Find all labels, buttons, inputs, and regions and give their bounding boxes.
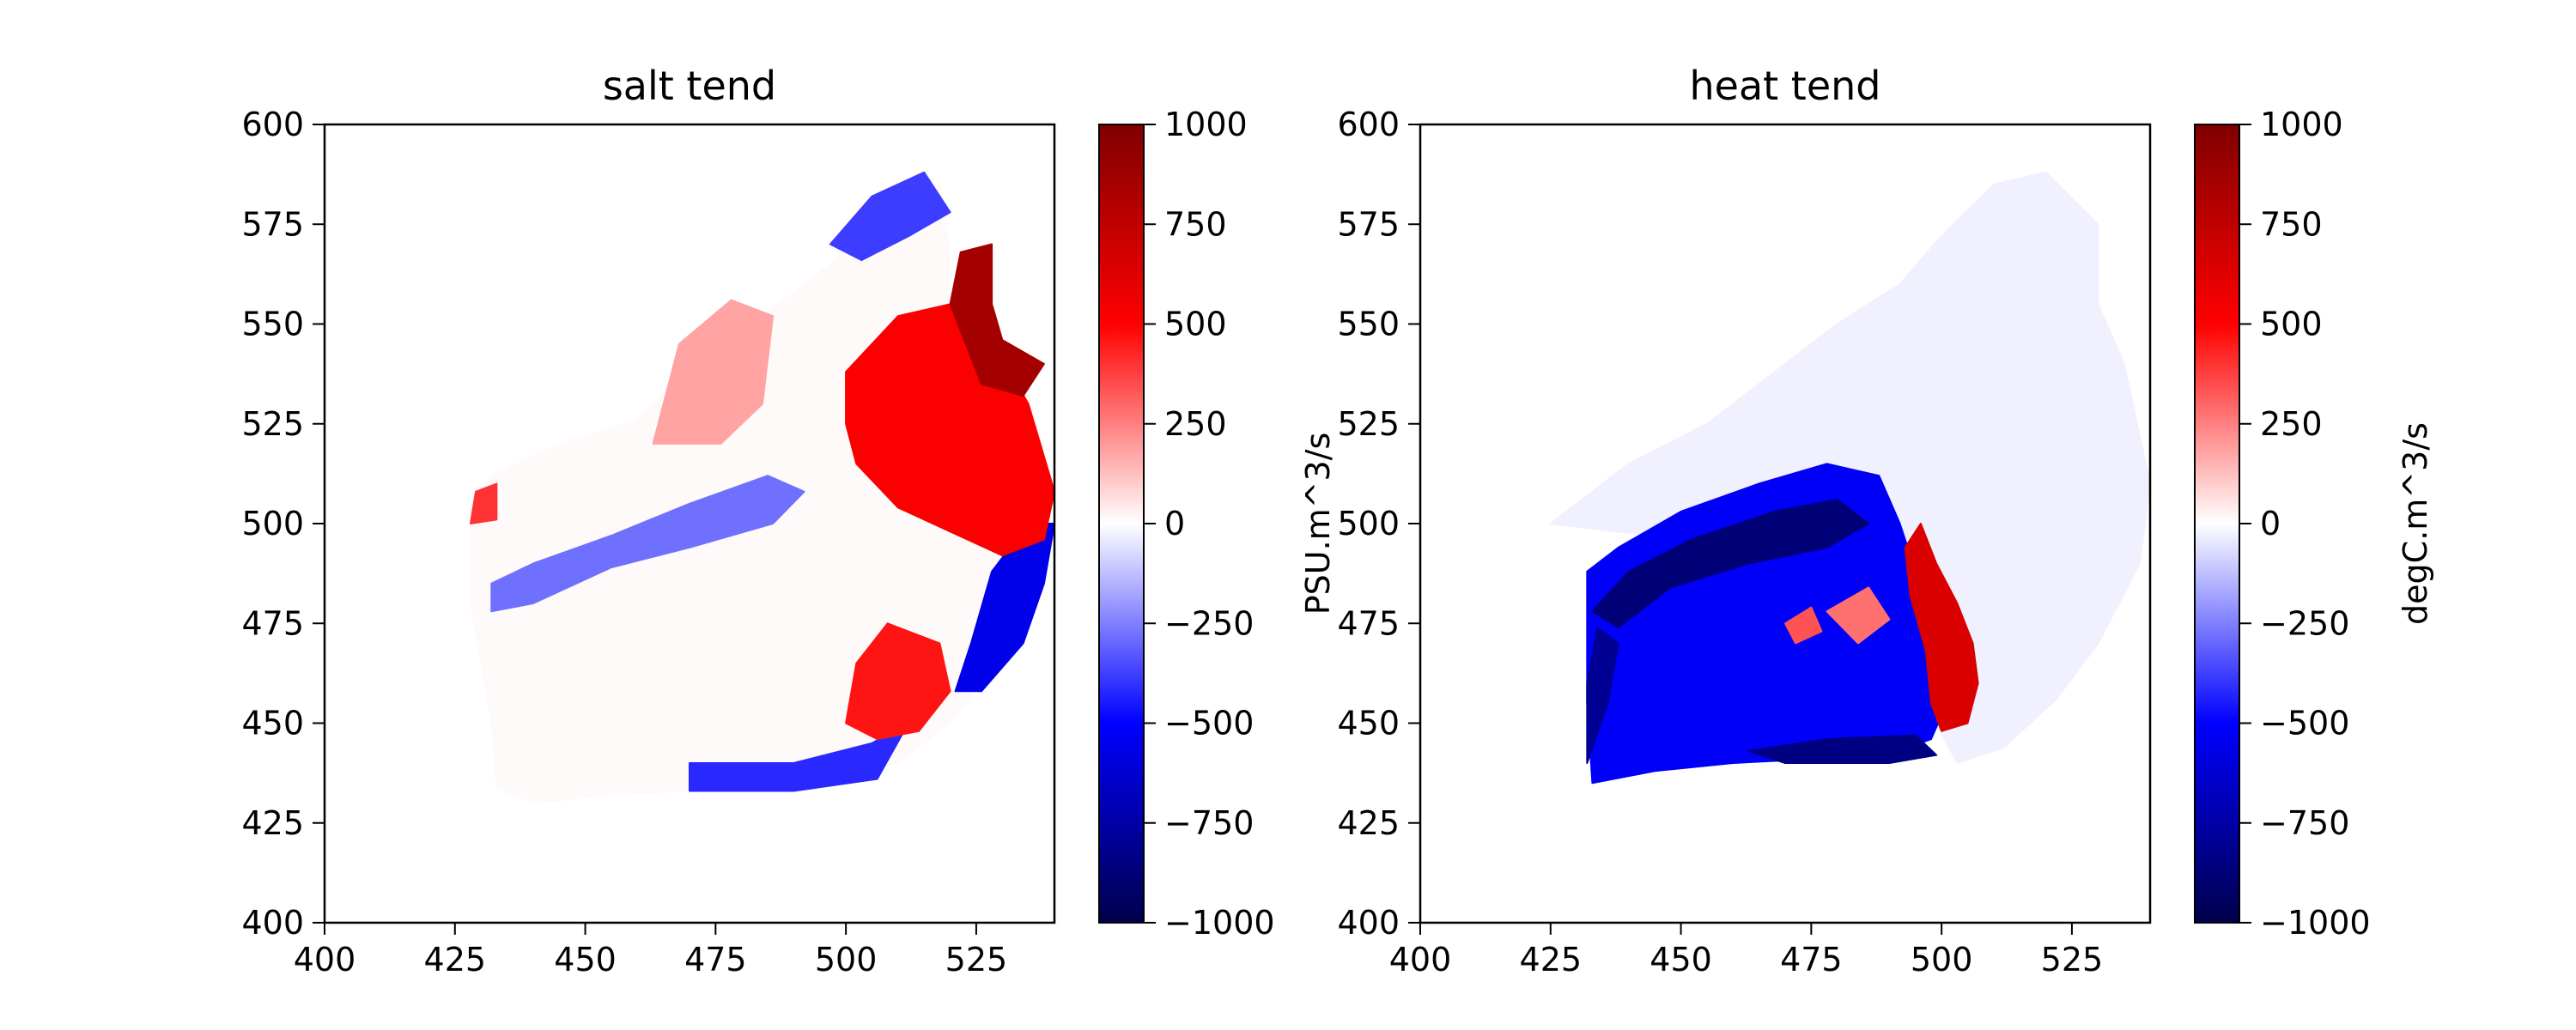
colorbar-ticks: 1000 750 500 250 0 −250 −500 −750 −1000 xyxy=(2239,106,2371,942)
x-tick-label: 450 xyxy=(554,941,617,978)
colorbar-label: PSU.m^3/s xyxy=(1299,433,1337,615)
colorbar-tick-label: 0 xyxy=(1164,505,1185,542)
y-tick-label: 475 xyxy=(241,604,304,642)
colorbar: 1000 750 500 250 0 −250 −500 −750 −1000 PSU.m^3/… xyxy=(1098,106,1337,942)
heatmap-area xyxy=(1549,171,2150,785)
panel-title: salt tend xyxy=(603,63,776,109)
colorbar-tick-label: 250 xyxy=(1164,405,1227,443)
y-tick-label: 575 xyxy=(241,205,304,243)
colorbar-tick-label: −1000 xyxy=(1164,904,1275,942)
y-tick-label: 600 xyxy=(241,106,304,143)
colorbar-tick-label: −250 xyxy=(2260,604,2349,642)
region-pos-inner-2 xyxy=(1784,606,1823,645)
colorbar-tick-label: 500 xyxy=(1164,306,1227,343)
x-axis: 400 425 450 475 500 525 xyxy=(1389,923,2103,978)
y-tick-label: 450 xyxy=(241,705,304,742)
region-neg-band-west xyxy=(490,475,805,613)
x-tick-label: 475 xyxy=(684,941,747,978)
y-axis: 400 425 450 475 500 525 550 575 600 xyxy=(1337,106,1420,942)
colorbar-tick-label: −500 xyxy=(2260,705,2349,742)
x-tick-label: 400 xyxy=(294,941,356,978)
panel-salt: salt tend 400 425 450 475 500 525 400 425 450 47… xyxy=(241,63,1337,978)
y-tick-label: 400 xyxy=(241,904,304,942)
y-tick-label: 450 xyxy=(1337,705,1400,742)
x-tick-label: 525 xyxy=(2041,941,2104,978)
x-tick-label: 500 xyxy=(1911,941,1973,978)
x-tick-label: 525 xyxy=(945,941,1008,978)
region-pos-southeast xyxy=(845,622,951,741)
colorbar-bar xyxy=(1098,124,1145,924)
x-tick-label: 425 xyxy=(1520,941,1583,978)
y-tick-label: 400 xyxy=(1337,904,1400,942)
colorbar-label: degC.m^3/s xyxy=(2397,422,2434,625)
y-tick-label: 525 xyxy=(1337,405,1400,443)
region-neg-south xyxy=(689,722,909,792)
panel-title: heat tend xyxy=(1690,63,1881,109)
region-basin-north xyxy=(1549,171,2150,764)
y-tick-label: 575 xyxy=(1337,205,1400,243)
x-axis: 400 425 450 475 500 525 xyxy=(294,923,1007,978)
colorbar-tick-label: 750 xyxy=(1164,205,1227,243)
region-neg-strong-south xyxy=(1747,734,1938,764)
colorbar-tick-label: 500 xyxy=(2260,306,2323,343)
y-tick-label: 500 xyxy=(241,505,304,542)
y-tick-label: 525 xyxy=(241,405,304,443)
region-pos-northwest xyxy=(652,299,775,445)
colorbar-tick-label: −750 xyxy=(2260,804,2349,842)
region-pos-west-tip xyxy=(470,482,498,524)
x-tick-label: 450 xyxy=(1649,941,1712,978)
x-tick-label: 475 xyxy=(1780,941,1843,978)
colorbar-tick-label: −500 xyxy=(1164,705,1254,742)
x-tick-label: 400 xyxy=(1389,941,1452,978)
y-tick-label: 550 xyxy=(241,306,304,343)
colorbar-tick-label: 750 xyxy=(2260,205,2323,243)
region-neg-north xyxy=(829,171,951,262)
y-tick-label: 475 xyxy=(1337,604,1400,642)
heatmap-area xyxy=(470,171,1054,804)
colorbar-ticks: 1000 750 500 250 0 −250 −500 −750 −1000 xyxy=(1144,106,1275,942)
colorbar-tick-label: −1000 xyxy=(2260,904,2371,942)
y-tick-label: 550 xyxy=(1337,306,1400,343)
colorbar: 1000 750 500 250 0 −250 −500 −750 −1000 degC.m^3… xyxy=(2194,106,2434,942)
y-axis: 400 425 450 475 500 525 550 575 600 xyxy=(241,106,325,942)
y-tick-label: 425 xyxy=(1337,804,1400,842)
colorbar-tick-label: −250 xyxy=(1164,604,1254,642)
colorbar-tick-label: 1000 xyxy=(2260,106,2343,143)
region-pos-inner-1 xyxy=(1826,586,1891,645)
region-neg-strong-west xyxy=(1586,626,1619,764)
colorbar-bar xyxy=(2194,124,2240,924)
colorbar-tick-label: 1000 xyxy=(1164,106,1248,143)
y-tick-label: 500 xyxy=(1337,505,1400,542)
x-tick-label: 425 xyxy=(424,941,487,978)
colorbar-tick-label: 250 xyxy=(2260,405,2323,443)
panel-heat: heat tend 400 425 450 475 500 525 400 425 450 47… xyxy=(1337,63,2434,978)
region-pos-east-rim xyxy=(1904,523,1979,732)
colorbar-tick-label: 0 xyxy=(2260,505,2281,542)
region-neg-strong-north xyxy=(1591,499,1870,628)
x-tick-label: 500 xyxy=(815,941,878,978)
region-pos-strong-ne xyxy=(949,243,1045,397)
y-tick-label: 600 xyxy=(1337,106,1400,143)
colorbar-tick-label: −750 xyxy=(1164,804,1254,842)
y-tick-label: 425 xyxy=(241,804,304,842)
